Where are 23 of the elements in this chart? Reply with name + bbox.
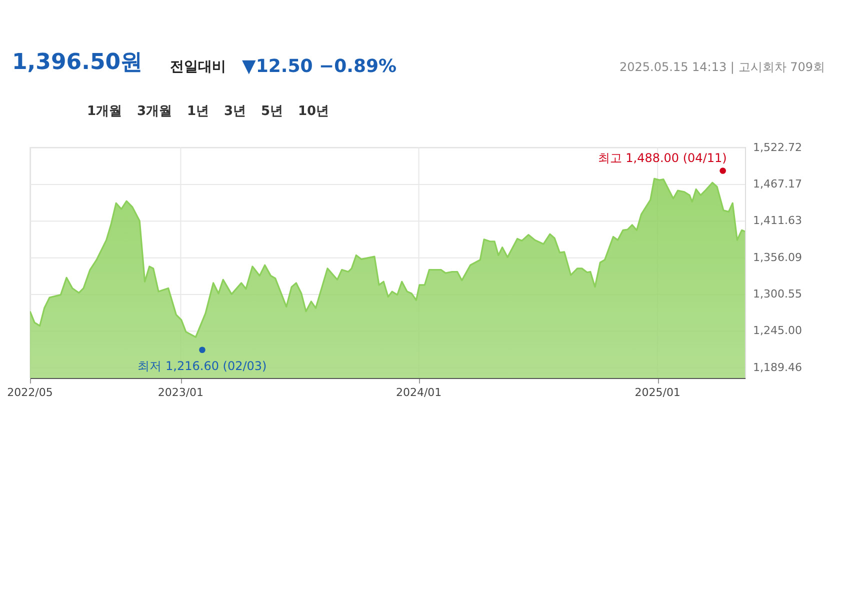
- y-tick-label: 1,189.46: [753, 360, 802, 374]
- data-label: 최저 1,216.60 (02/03): [138, 358, 267, 373]
- y-tick-label: 1,467.17: [753, 178, 802, 191]
- y-tick-label: 1,356.09: [753, 250, 802, 264]
- text: ▼12.50 −0.89%: [242, 56, 397, 77]
- y-tick-label: 1,522.72: [753, 140, 802, 154]
- y-tick-label: 1,300.55: [753, 287, 802, 300]
- text: 5년: [261, 104, 284, 119]
- text: 1개월: [87, 104, 122, 119]
- x-tick-label: 2022/05: [7, 386, 53, 399]
- data-label: 최고 1,488.00 (04/11): [598, 150, 727, 165]
- text: 전일대비: [170, 59, 226, 75]
- chart-title: 1,396.50원: [12, 50, 143, 75]
- x-tick-label: 2024/01: [396, 386, 442, 399]
- y-tick-label: 1,245.00: [753, 324, 802, 338]
- x-tick-label: 2025/01: [634, 386, 680, 399]
- text: 1년: [187, 104, 210, 119]
- text: 2025.05.15 14:13 | 고시회차 709회: [620, 60, 825, 74]
- text: 3년: [224, 104, 246, 119]
- x-tick-label: 2023/01: [158, 386, 204, 399]
- y-tick-label: 1,411.63: [753, 214, 802, 228]
- text: 10년: [298, 104, 330, 119]
- text: 3개월: [137, 104, 172, 119]
